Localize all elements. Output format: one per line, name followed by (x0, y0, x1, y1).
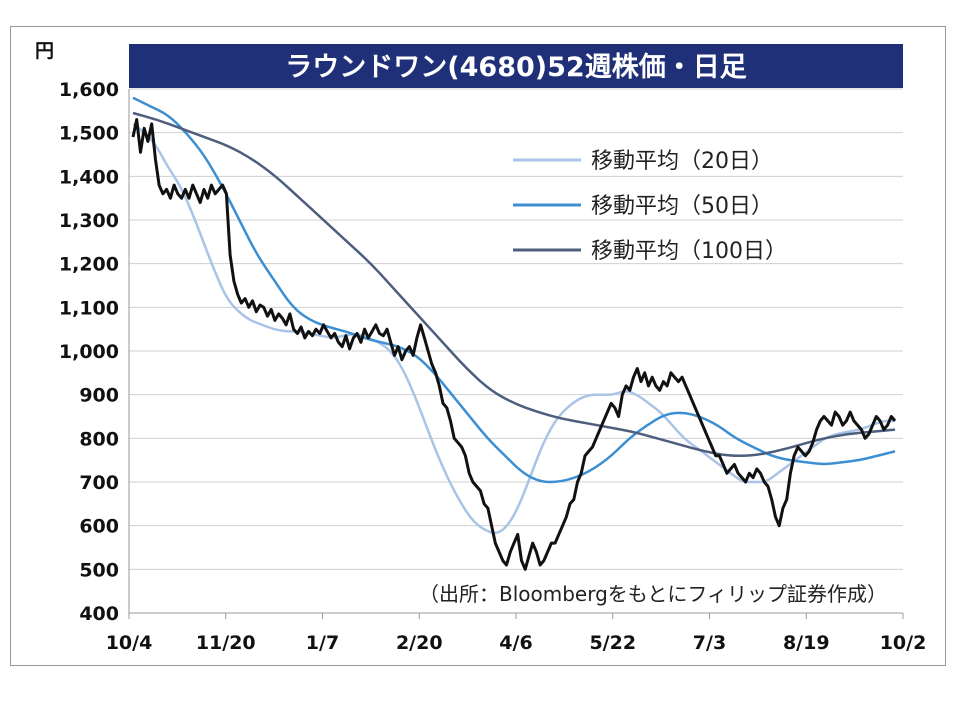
y-tick-label: 1,200 (59, 254, 119, 276)
y-tick-label: 500 (79, 559, 119, 581)
y-tick-label: 1,100 (59, 297, 119, 319)
title-bar (129, 44, 903, 88)
series-line-price (131, 118, 897, 571)
gridlines (128, 88, 903, 614)
y-tick-label: 1,400 (59, 166, 119, 188)
stock-chart: 1,600 1,500 1,400 1,300 1,200 1,100 1,000 900 80… (35, 40, 927, 654)
x-tick-label: 10/4 (106, 632, 153, 654)
y-tick-label: 900 (79, 385, 119, 407)
series-group (131, 96, 897, 571)
series-line-ma20 (132, 122, 895, 535)
y-tick-label: 800 (79, 428, 119, 450)
x-tick-label: 11/20 (196, 632, 256, 654)
y-unit-label: 円 (35, 40, 54, 62)
y-tick-label: 1,300 (59, 210, 119, 232)
x-axis-ticks: 10/4 11/20 1/7 2/20 4/6 5/22 7/3 8/19 10/2 (106, 613, 927, 654)
x-tick-label: 8/19 (783, 632, 830, 654)
legend-label: 移動平均（50日） (591, 194, 773, 219)
series-line-ma100 (132, 111, 896, 458)
chart-title: ラウンドワン(4680)52週株価・日足 (285, 52, 746, 83)
y-tick-label: 700 (79, 472, 119, 494)
series-line-ma50 (132, 96, 896, 484)
x-tick-label: 1/7 (306, 632, 339, 654)
x-tick-label: 4/6 (499, 632, 532, 654)
legend-label: 移動平均（100日） (591, 239, 787, 264)
y-tick-label: 1,500 (59, 123, 119, 145)
x-tick-label: 5/22 (589, 632, 636, 654)
chart-frame: 1,600 1,500 1,400 1,300 1,200 1,100 1,000 900 80… (10, 26, 946, 666)
source-note: （出所：Bloombergをもとにフィリップ証券作成） (419, 582, 887, 606)
y-tick-label: 600 (79, 516, 119, 538)
legend: 移動平均（20日） 移動平均（50日） 移動平均（100日） (513, 149, 787, 264)
y-tick-label: 1,000 (59, 341, 119, 363)
y-axis-ticks: 1,600 1,500 1,400 1,300 1,200 1,100 1,000 900 80… (59, 79, 119, 625)
x-tick-label: 7/3 (693, 632, 726, 654)
x-tick-label: 10/2 (880, 632, 927, 654)
y-tick-label: 1,600 (59, 79, 119, 101)
y-tick-label: 400 (79, 603, 119, 625)
x-tick-label: 2/20 (396, 632, 443, 654)
legend-label: 移動平均（20日） (591, 149, 773, 174)
